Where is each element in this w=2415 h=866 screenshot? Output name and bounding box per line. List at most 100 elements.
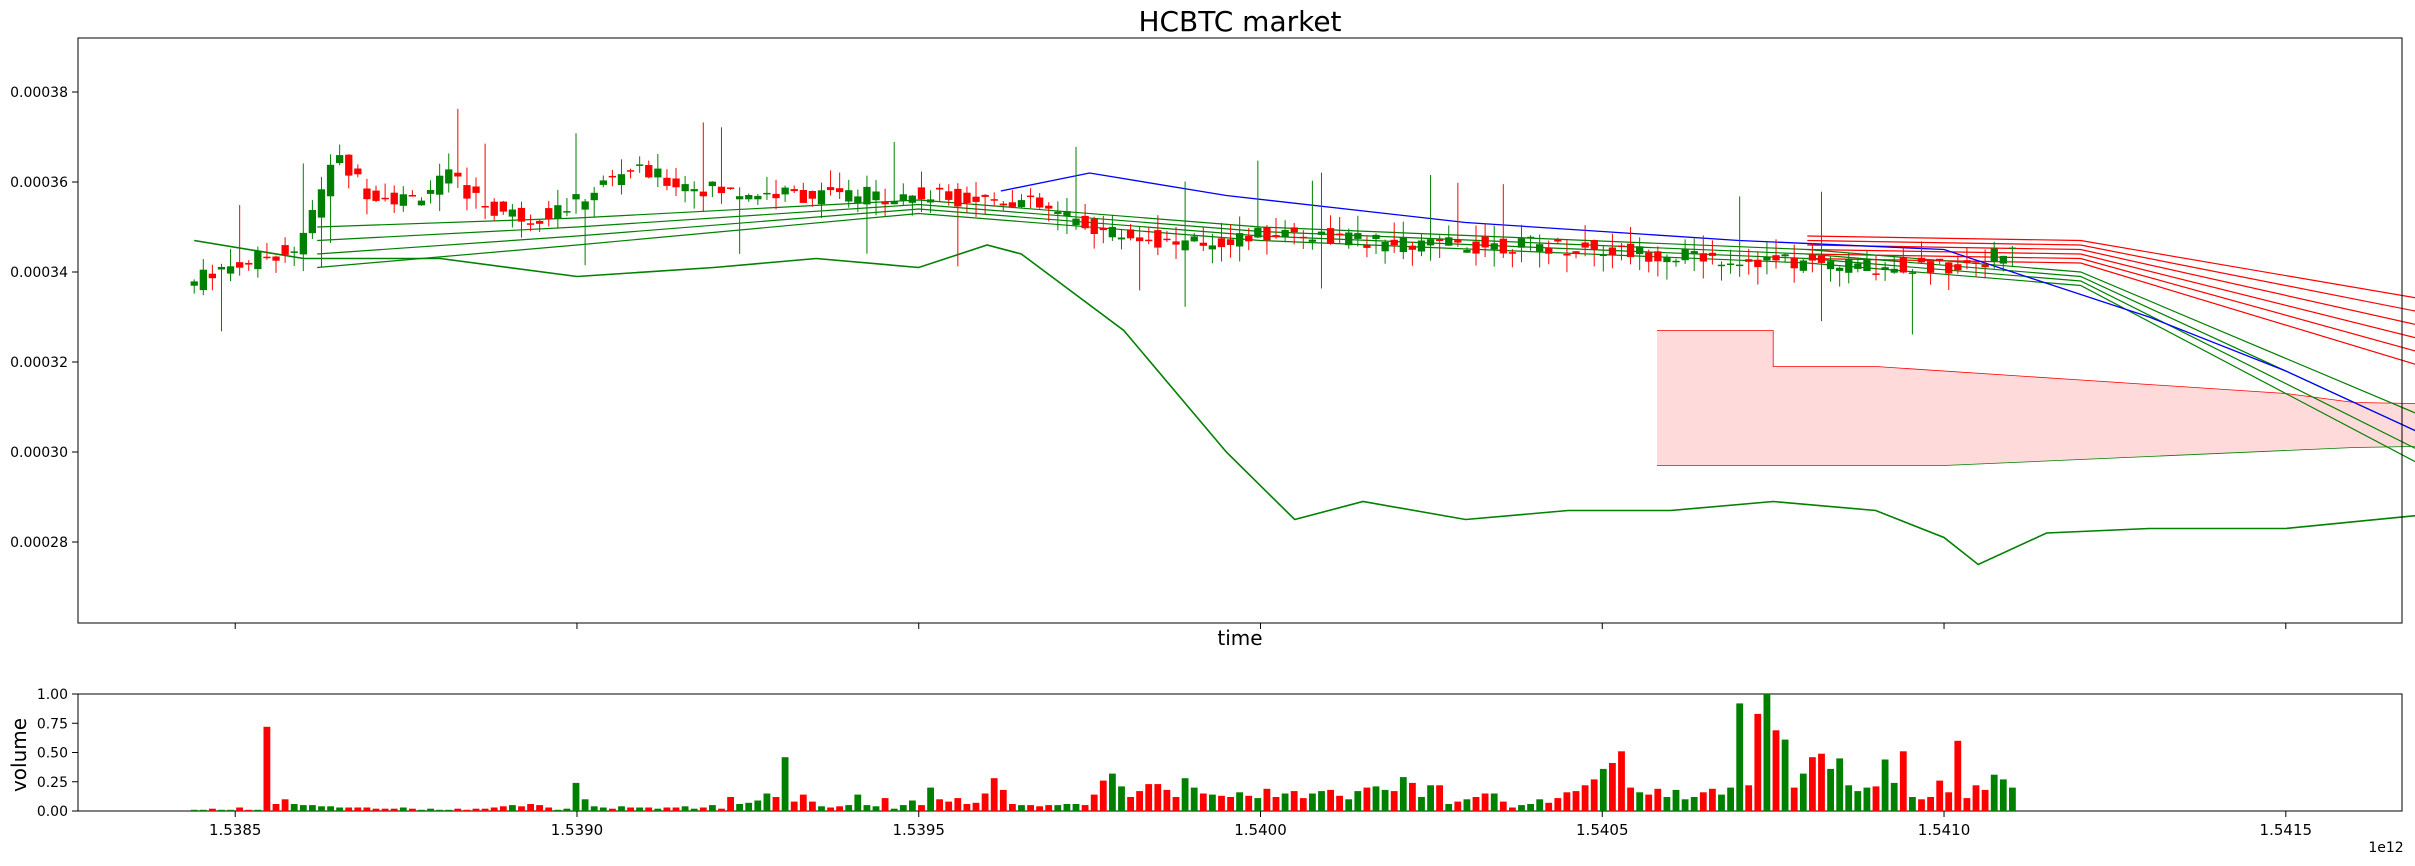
volume-bar: [1945, 792, 1953, 811]
candle-body: [1608, 247, 1617, 256]
candle-body: [1536, 244, 1544, 252]
volume-bar: [654, 808, 662, 811]
volume-bar: [1354, 791, 1362, 811]
volume-bar: [799, 794, 807, 811]
candle-body: [581, 201, 589, 210]
candle-body: [1263, 227, 1271, 241]
candle-body: [1817, 255, 1826, 263]
volume-bar: [972, 802, 980, 811]
volume-bar: [1436, 785, 1443, 811]
candle-body: [290, 251, 298, 253]
volume-bar: [590, 806, 598, 811]
volume-bar: [581, 799, 589, 811]
candle-body: [363, 188, 371, 200]
candle-body: [1754, 259, 1762, 268]
candle-body: [681, 184, 689, 192]
candle-body: [1399, 237, 1407, 253]
candle-body: [708, 181, 716, 187]
volume-y-tick-label: 0.00: [37, 804, 68, 820]
volume-bar: [1281, 793, 1289, 811]
volume-bar: [1972, 785, 1980, 811]
candle-body: [1636, 246, 1644, 255]
candle-body: [1917, 257, 1926, 263]
candle-body: [1799, 260, 1807, 271]
y-tick-label: 0.00028: [10, 535, 68, 551]
volume-bar: [409, 808, 416, 811]
volume-bar: [354, 807, 362, 811]
volume-bar: [754, 800, 762, 811]
candle-body: [1463, 250, 1471, 253]
volume-bar: [881, 798, 889, 811]
volume-bar: [254, 809, 262, 811]
volume-y-tick-label: 0.75: [37, 716, 68, 732]
candle-body: [472, 186, 480, 193]
volume-bar: [1290, 791, 1298, 811]
volume-x-tick-label: 1.5385: [209, 821, 262, 839]
volume-bar: [663, 807, 671, 811]
candle-body: [1081, 215, 1089, 229]
candle-body: [1690, 251, 1698, 254]
candle-body: [554, 205, 562, 219]
y-tick-label: 0.00032: [10, 355, 68, 371]
candle-body: [317, 189, 326, 218]
candle-body: [1499, 238, 1507, 254]
volume-bar: [1527, 804, 1534, 811]
volume-bar: [1809, 757, 1816, 811]
volume-bar: [1845, 785, 1853, 811]
candle-body: [1926, 261, 1935, 273]
candle-body: [1981, 264, 1989, 268]
volume-bar: [1936, 780, 1944, 811]
volume-bar: [1699, 792, 1707, 811]
candle-body: [690, 189, 698, 192]
volume-bar: [672, 807, 680, 811]
volume-bar: [445, 809, 453, 811]
volume-bar: [227, 809, 234, 811]
volume-bar: [1299, 798, 1307, 811]
candle-body: [1063, 211, 1071, 217]
volume-bar: [1799, 773, 1807, 811]
volume-bar: [309, 805, 316, 811]
volume-bar: [1181, 778, 1189, 811]
candle-body: [217, 267, 226, 270]
volume-bar: [1045, 805, 1053, 811]
volume-x-tick-label: 1.5415: [2260, 821, 2313, 839]
candle-body: [908, 195, 916, 203]
candle-body: [1708, 252, 1717, 256]
candle-body: [790, 189, 798, 192]
volume-bar: [690, 808, 698, 811]
candle-body: [526, 223, 535, 225]
volume-bar: [999, 789, 1007, 811]
volume-bar: [454, 808, 462, 811]
volume-bar: [1236, 792, 1243, 811]
candle-body: [1881, 267, 1889, 270]
volume-bar: [1163, 789, 1171, 811]
red-ribbon-line-4: [1807, 253, 2415, 352]
volume-bar: [781, 757, 789, 811]
volume-bar: [1563, 792, 1571, 811]
volume-bar: [1618, 751, 1625, 811]
volume-y-tick-label: 1.00: [37, 687, 68, 703]
candle-body: [617, 174, 626, 185]
candle-body: [1836, 267, 1844, 271]
volume-bar: [1072, 804, 1080, 811]
volume-bar: [1918, 799, 1925, 811]
volume-bar: [645, 807, 653, 811]
candle-body: [445, 169, 453, 184]
volume-bar: [1636, 792, 1644, 811]
volume-bar: [763, 793, 771, 811]
candle-body: [1363, 244, 1371, 248]
candle-body: [590, 192, 598, 201]
volume-bar: [1963, 798, 1971, 811]
volume-bar: [945, 801, 953, 811]
volume-bar: [1027, 805, 1034, 811]
candle-body: [1990, 248, 1998, 262]
candle-body: [1317, 231, 1326, 235]
candle-body: [645, 165, 653, 178]
volume-bar: [1054, 805, 1062, 811]
candle-body: [981, 194, 989, 197]
candle-body: [1072, 218, 1080, 226]
candle-body: [1190, 236, 1198, 242]
candle-body: [208, 273, 216, 279]
candle-body: [936, 187, 944, 190]
volume-axis-label: volume: [7, 718, 31, 792]
